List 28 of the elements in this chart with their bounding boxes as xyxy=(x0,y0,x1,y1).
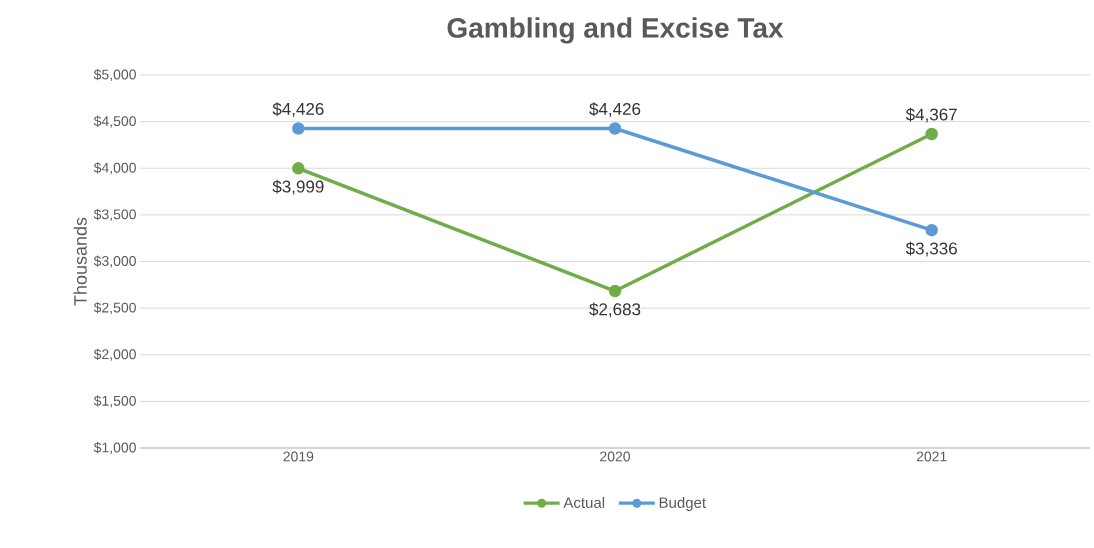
y-tick-label: $2,500 xyxy=(93,302,136,315)
y-tick-label: $4,500 xyxy=(93,115,136,128)
legend-label: Actual xyxy=(563,496,605,508)
x-tick-label: 2019 xyxy=(283,451,314,462)
point xyxy=(608,284,622,298)
y-tick-label: $1,500 xyxy=(93,395,136,408)
legend-label: Budget xyxy=(659,496,706,511)
data-label: $3,336 xyxy=(905,241,957,257)
y-tick-label: $1,000 xyxy=(93,441,136,455)
data-label: $4,426 xyxy=(272,102,324,117)
point xyxy=(292,122,305,135)
point xyxy=(925,223,938,237)
data-label: $3,999 xyxy=(272,179,324,195)
point xyxy=(292,162,305,175)
x-tick-label: 2020 xyxy=(600,451,631,462)
y-tick-label: $3,500 xyxy=(93,208,136,221)
point xyxy=(925,127,938,141)
x-tick-label: 2021 xyxy=(916,451,947,462)
point xyxy=(608,122,622,135)
y-tick-label: $2,000 xyxy=(93,348,136,361)
y-axis-title: Thousands xyxy=(73,217,87,306)
y-tick-label: $4,000 xyxy=(93,162,136,175)
data-label: $2,683 xyxy=(589,302,641,318)
data-label: $4,367 xyxy=(905,107,957,123)
chart-title: Gambling and Excise Tax xyxy=(447,17,784,44)
data-label: $4,426 xyxy=(589,102,641,117)
y-tick-label: $3,000 xyxy=(93,255,136,268)
y-tick-label: $5,000 xyxy=(93,68,136,82)
